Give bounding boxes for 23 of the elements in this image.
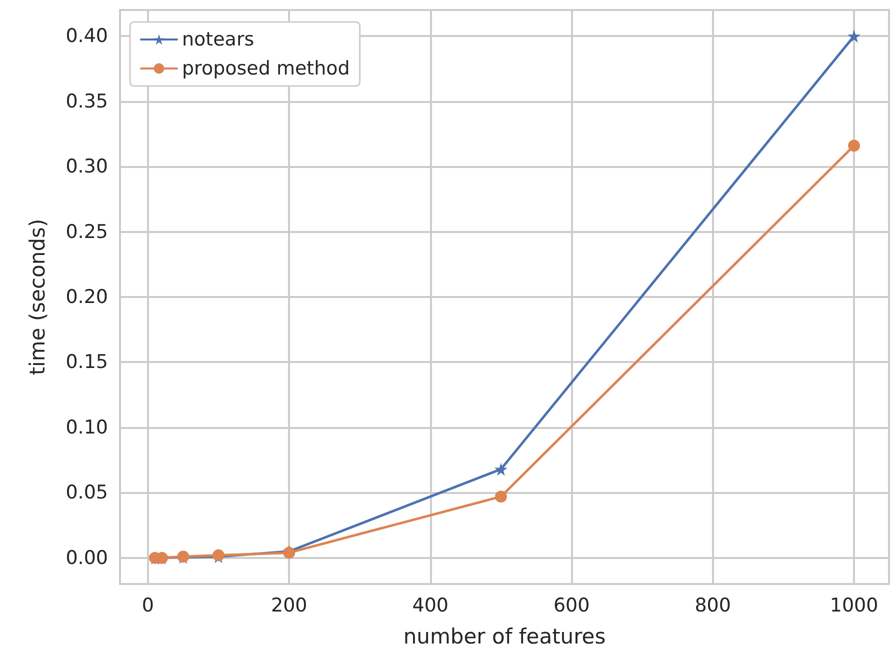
x-tick-label: 800 — [694, 594, 731, 616]
y-tick-label: 0.05 — [66, 482, 108, 504]
y-tick-label: 0.20 — [66, 286, 108, 308]
point — [494, 462, 508, 476]
legend-label: proposed method — [182, 58, 350, 80]
y-tick-label: 0.00 — [66, 546, 108, 569]
x-tick-label: 200 — [270, 594, 308, 616]
y-tick-label: 0.30 — [66, 156, 108, 178]
y-tick-label: 0.10 — [66, 416, 108, 438]
x-tick-label: 600 — [553, 594, 590, 616]
x-tick-label: 1000 — [830, 594, 878, 616]
y-tick-label: 0.40 — [66, 25, 108, 48]
point — [494, 490, 507, 503]
x-axis-title: number of features — [403, 624, 606, 648]
y-tick-label: 0.25 — [66, 220, 108, 243]
x-tick-label: 400 — [412, 594, 448, 616]
point — [848, 30, 861, 43]
y-tick-label: 0.15 — [66, 351, 108, 374]
y-tick-label: 0.35 — [66, 90, 108, 112]
y-axis-title: time (seconds) — [26, 218, 50, 376]
point — [848, 140, 860, 152]
x-tick-label: 0 — [142, 594, 154, 616]
legend-label: notears — [182, 28, 254, 50]
